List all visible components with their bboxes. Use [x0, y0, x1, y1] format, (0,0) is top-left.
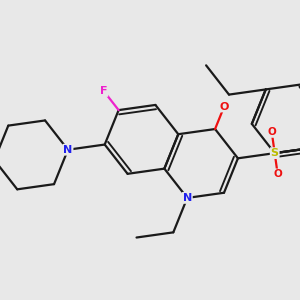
Text: O: O [267, 127, 276, 137]
Text: F: F [100, 86, 107, 96]
Text: O: O [273, 169, 282, 179]
Text: N: N [63, 145, 73, 155]
Text: O: O [220, 101, 229, 112]
Text: S: S [271, 148, 279, 158]
Text: N: N [183, 193, 192, 203]
